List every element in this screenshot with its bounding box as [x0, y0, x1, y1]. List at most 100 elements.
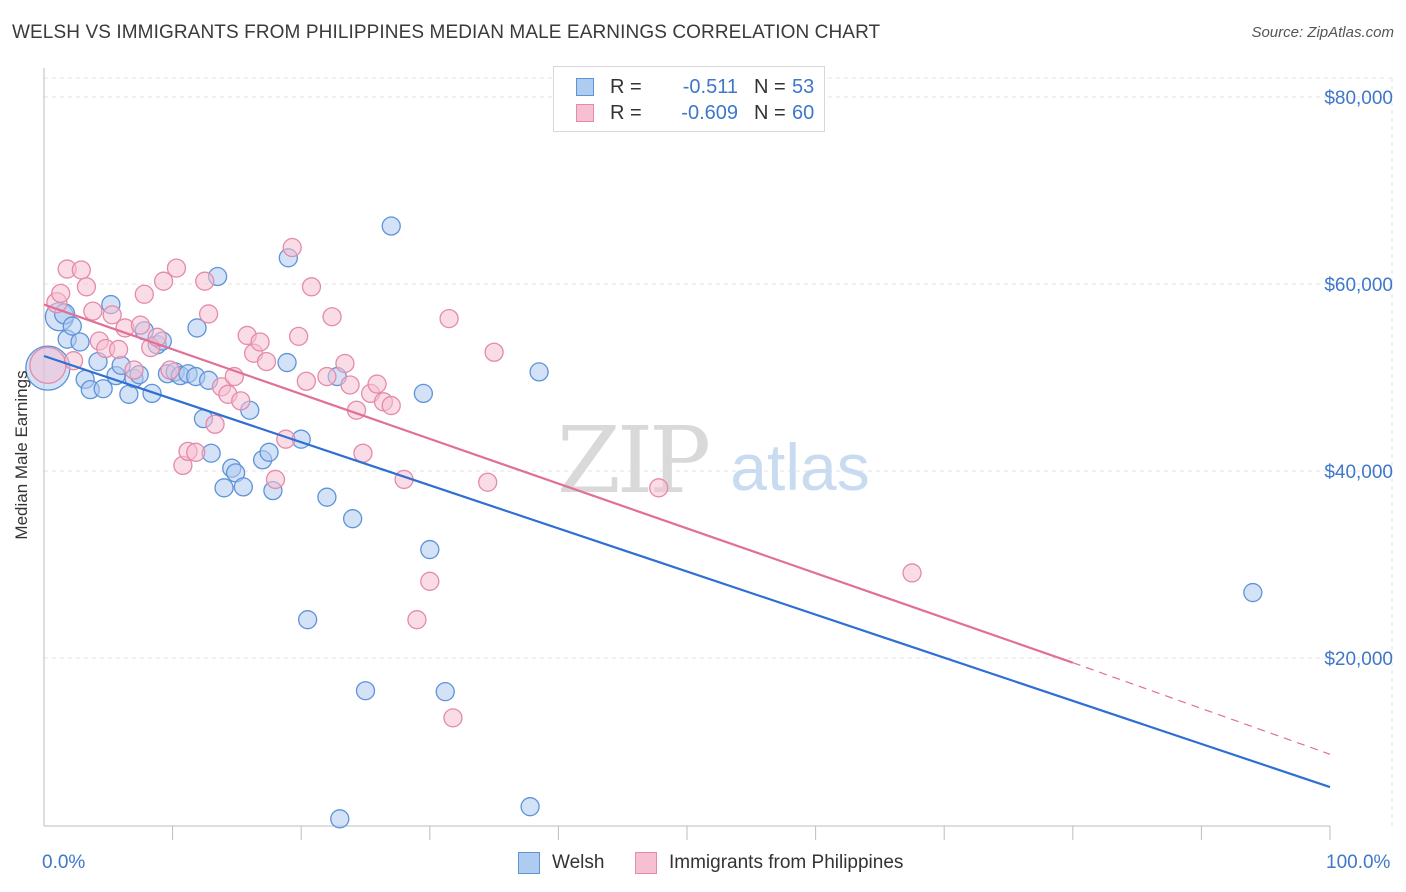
welsh-point	[142, 383, 162, 404]
chart-title: WELSH VS IMMIGRANTS FROM PHILIPPINES MED…	[12, 22, 881, 43]
trend-lines	[43, 303, 1331, 789]
welsh-point	[435, 682, 455, 702]
philippines-point	[353, 443, 373, 463]
philippines-point	[153, 271, 174, 291]
welsh-point	[520, 797, 540, 817]
welsh-trend-line	[43, 354, 1331, 789]
welsh-point	[187, 318, 207, 338]
welsh-point	[214, 478, 234, 498]
philippines-point	[367, 374, 387, 394]
y-axis-label: Median Male Earnings	[12, 370, 31, 540]
welsh-point	[529, 362, 549, 382]
series-legend-philippines: Immigrants from Philippines	[635, 852, 903, 874]
philippines-point	[250, 332, 270, 352]
philippines-point	[484, 342, 504, 362]
philippines-point	[439, 308, 459, 329]
philippines-point	[205, 414, 225, 434]
philippines-point	[443, 708, 463, 728]
x-tick-label-max: 100.0%	[1326, 852, 1391, 873]
legend-swatch-welsh	[576, 78, 594, 96]
philippines-point	[407, 610, 427, 630]
y-tick-label: $60,000	[1324, 275, 1393, 296]
axes	[43, 68, 1331, 840]
welsh-point	[317, 487, 337, 507]
welsh-point	[62, 316, 82, 336]
welsh-point	[119, 384, 139, 404]
y-tick-labels: $20,000 $40,000 $60,000 $80,000	[1324, 88, 1393, 670]
y-tick-label: $20,000	[1324, 649, 1393, 670]
welsh-point	[277, 352, 297, 373]
philippines-point	[296, 371, 316, 391]
y-tick-label: $80,000	[1324, 88, 1393, 109]
welsh-point	[381, 216, 401, 236]
philippines-point	[322, 307, 342, 327]
legend-r-value-philippines: -0.609	[681, 101, 738, 124]
philippines-point	[288, 326, 309, 347]
legend-n-label: N =	[754, 75, 786, 98]
welsh-point	[413, 383, 434, 404]
series-legend-welsh: Welsh	[518, 852, 604, 874]
series-name-welsh: Welsh	[552, 852, 605, 873]
welsh-point	[233, 477, 253, 497]
welsh-point	[70, 332, 90, 352]
watermark: ZIP atlas	[557, 407, 870, 514]
legend-r-label: R =	[610, 101, 642, 124]
series-swatch-welsh	[518, 852, 540, 874]
legend-swatch-philippines	[576, 104, 594, 122]
y-tick-label: $40,000	[1324, 462, 1393, 483]
welsh-point	[330, 809, 350, 829]
legend-row-welsh: R = -0.511 N = 53	[576, 73, 814, 101]
legend-r-value-welsh: -0.511	[682, 75, 738, 98]
gridlines	[44, 77, 1393, 826]
philippines-point	[317, 366, 337, 387]
legend-n-value-welsh: 53	[792, 75, 815, 98]
philippines-point	[420, 571, 440, 591]
welsh-point	[420, 539, 440, 560]
correlation-legend: R = -0.511 N = 53 R = -0.609 N = 60	[553, 66, 825, 132]
philippines-point	[102, 305, 122, 325]
philippines-point	[340, 375, 360, 395]
philippines-point	[282, 237, 302, 258]
watermark-atlas: atlas	[730, 430, 869, 504]
series-legend: Welsh Immigrants from Philippines	[0, 852, 1406, 876]
watermark-zip: ZIP	[557, 407, 708, 514]
philippines-point	[108, 339, 129, 360]
welsh-point	[1243, 582, 1263, 603]
series-swatch-philippines	[635, 852, 657, 874]
source-label: Source: ZipAtlas.com	[1251, 24, 1394, 41]
philippines-point	[124, 360, 144, 380]
x-tick-label-min: 0.0%	[42, 852, 86, 873]
philippines-point	[29, 346, 67, 384]
welsh-point	[259, 442, 279, 462]
philippines-point	[381, 395, 401, 416]
philippines-point	[649, 478, 669, 498]
legend-row-philippines: R = -0.609 N = 60	[576, 99, 814, 127]
welsh-point	[342, 509, 363, 529]
philippines-point	[71, 260, 91, 280]
philippines-trend-line	[43, 303, 1074, 664]
legend-n-label: N =	[754, 101, 786, 124]
philippines-point	[198, 304, 219, 324]
philippines-point	[478, 472, 498, 492]
philippines-point	[166, 258, 187, 278]
philippines-point	[130, 315, 151, 335]
philippines-point	[195, 271, 215, 291]
philippines-point	[51, 283, 71, 304]
philippines-point	[160, 360, 180, 380]
philippines-point	[335, 353, 355, 374]
philippines-point	[265, 469, 286, 490]
welsh-point	[297, 610, 318, 630]
legend-n-value-philippines: 60	[792, 101, 815, 124]
legend-r-label: R =	[610, 75, 642, 98]
philippines-trend-extension	[1072, 662, 1331, 755]
series-name-philippines: Immigrants from Philippines	[669, 852, 904, 873]
welsh-point	[355, 681, 376, 701]
philippines-point	[134, 284, 154, 304]
welsh-point	[93, 379, 113, 399]
philippines-points	[29, 237, 922, 728]
philippines-point	[83, 301, 103, 321]
philippines-point	[902, 563, 922, 583]
philippines-point	[301, 277, 322, 297]
philippines-point	[76, 277, 97, 297]
